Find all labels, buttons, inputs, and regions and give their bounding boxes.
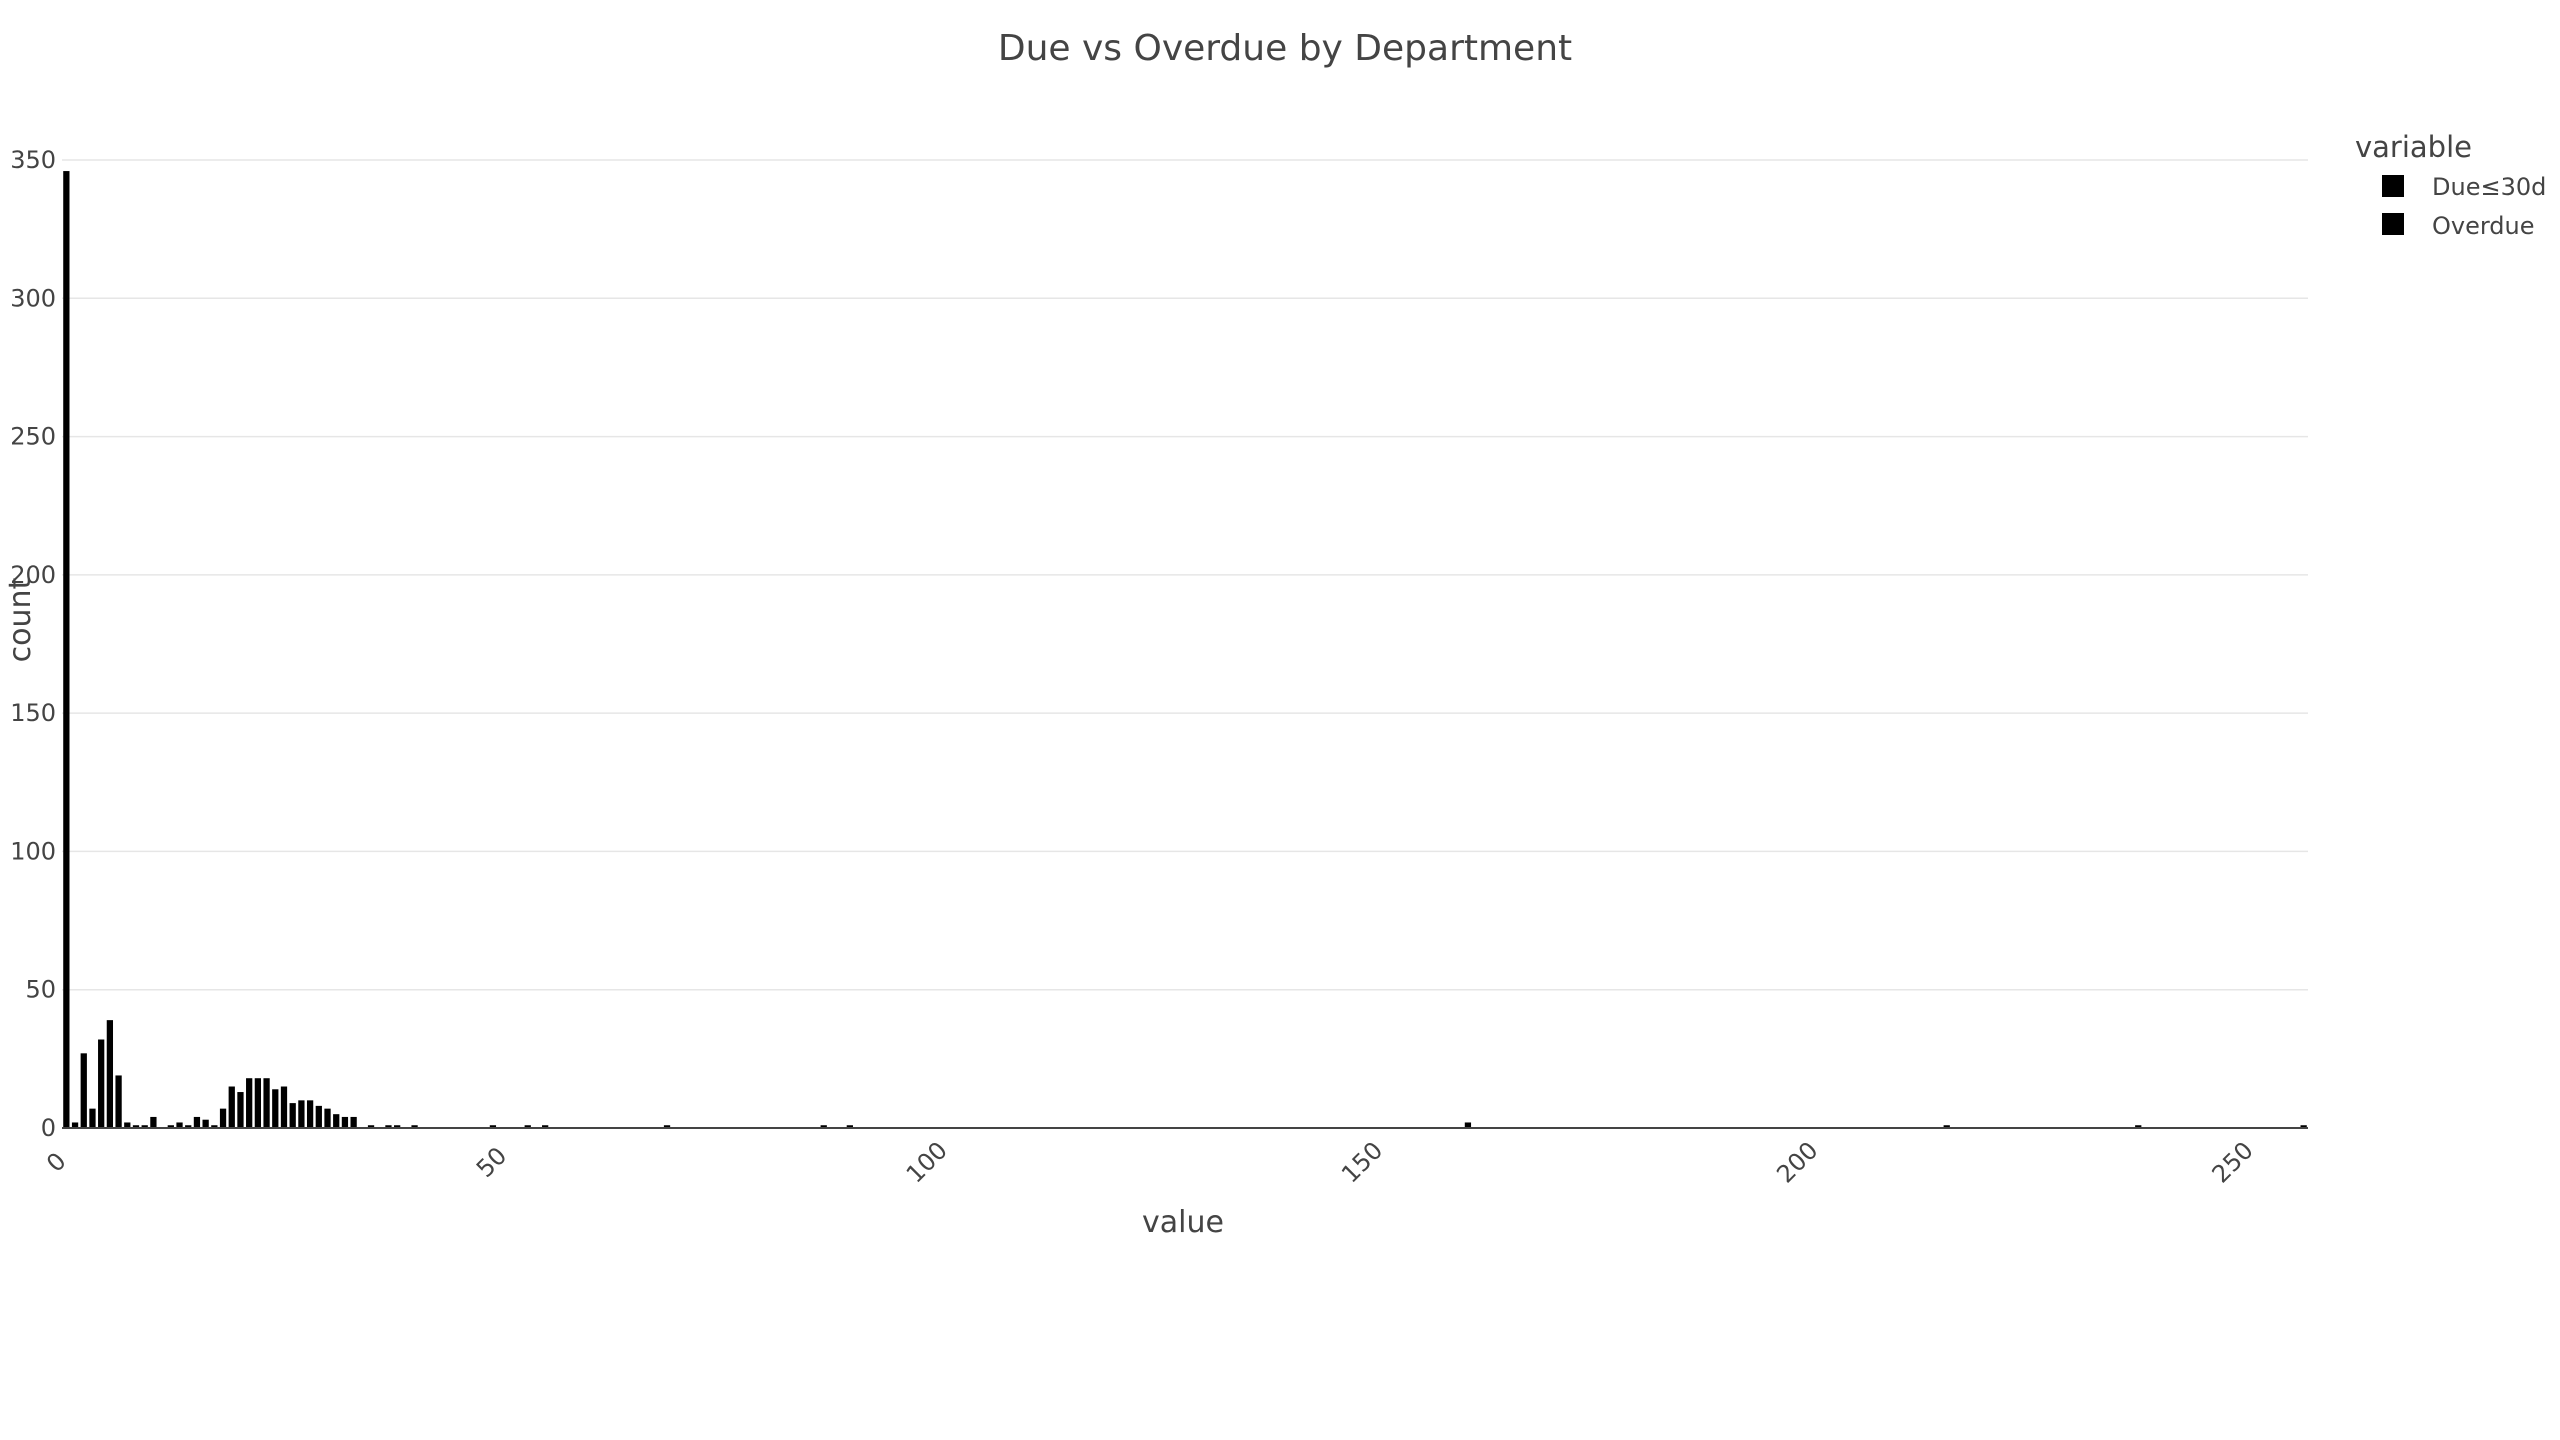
- bar-due-17: [211, 1125, 218, 1128]
- bar-due-5: [106, 1020, 114, 1128]
- bar-due-53: [524, 1125, 531, 1128]
- y-tick-label-250: 250: [10, 423, 56, 451]
- x-tick-label-200: 200: [1771, 1136, 1823, 1188]
- bar-due-15: [193, 1116, 201, 1128]
- bar-due-20: [237, 1092, 244, 1128]
- legend-item-overdue[interactable]: Overdue: [2382, 212, 2535, 240]
- x-tick-label-100: 100: [901, 1136, 953, 1188]
- bar-due-161: [1464, 1122, 1472, 1128]
- bar-due-0: [63, 171, 70, 1128]
- x-tick-label-250: 250: [2207, 1136, 2259, 1188]
- bar-due-257: [2300, 1125, 2307, 1128]
- bar-due-238: [2135, 1125, 2142, 1128]
- legend[interactable]: variable Due≤30d Overdue: [2355, 130, 2546, 240]
- x-axis-title: value: [1142, 1205, 1224, 1240]
- bar-due-37: [385, 1125, 392, 1128]
- y-tick-label-200: 200: [10, 561, 56, 589]
- bar-due-8: [132, 1125, 140, 1128]
- bar-due-31: [333, 1114, 340, 1128]
- bar-due-13: [176, 1122, 183, 1128]
- bar-due-2: [80, 1053, 87, 1128]
- bar-due-30: [324, 1108, 331, 1128]
- bar-due-23: [263, 1078, 270, 1128]
- bar-due-4: [98, 1039, 105, 1128]
- y-tick-label-50: 50: [25, 976, 56, 1004]
- x-tick-label-50: 50: [471, 1142, 512, 1183]
- chart-title: Due vs Overdue by Department: [998, 28, 1572, 69]
- bar-due-32: [341, 1116, 349, 1128]
- grid-lines: [62, 159, 2308, 991]
- bar-due-18: [219, 1108, 227, 1128]
- bar-due-21: [246, 1078, 253, 1128]
- bar-due-87: [820, 1125, 827, 1128]
- bar-due-33: [350, 1116, 357, 1128]
- legend-item-due[interactable]: Due≤30d: [2382, 173, 2546, 201]
- bar-due-10: [150, 1116, 157, 1128]
- bar-due-6: [115, 1075, 122, 1128]
- bar-due-26: [289, 1103, 296, 1128]
- axes: 0 50 100 150 200 250 300 350 0 50 100 150 200 250: [10, 146, 2308, 1188]
- y-tick-label-0: 0: [41, 1114, 56, 1142]
- legend-swatch-due: [2382, 175, 2404, 197]
- bar-due-29: [315, 1105, 322, 1128]
- x-tick-label-150: 150: [1336, 1136, 1388, 1188]
- bar-due-35: [367, 1125, 375, 1128]
- bar-due-9: [141, 1125, 148, 1128]
- bar-due-90: [846, 1125, 853, 1128]
- legend-label-due: Due≤30d: [2432, 173, 2546, 201]
- y-tick-label-300: 300: [10, 284, 56, 312]
- bar-due-1: [71, 1122, 79, 1128]
- bar-due-49: [489, 1125, 497, 1128]
- legend-title: variable: [2355, 130, 2472, 164]
- bar-due-69: [663, 1125, 671, 1128]
- y-tick-label-150: 150: [10, 699, 56, 727]
- bar-due-7: [124, 1122, 131, 1128]
- bar-due-14: [185, 1125, 192, 1128]
- bars: [63, 171, 2307, 1128]
- legend-label-overdue: Overdue: [2432, 212, 2535, 240]
- x-tick-label-0: 0: [41, 1147, 72, 1178]
- bar-due-27: [298, 1100, 305, 1128]
- legend-swatch-overdue: [2382, 213, 2404, 235]
- y-axis-title: count: [3, 577, 38, 662]
- bar-due-38: [394, 1125, 401, 1128]
- bar-due-28: [306, 1100, 314, 1128]
- bar-due-19: [228, 1086, 235, 1128]
- bar-due-25: [280, 1086, 288, 1128]
- bar-due-55: [542, 1125, 549, 1128]
- bar-due-3: [89, 1108, 96, 1128]
- y-tick-label-100: 100: [10, 837, 56, 865]
- bar-due-16: [202, 1119, 209, 1128]
- bar-due-40: [411, 1125, 418, 1128]
- y-tick-label-350: 350: [10, 146, 56, 174]
- bar-due-216: [1943, 1125, 1950, 1128]
- bar-due-22: [254, 1078, 262, 1128]
- bar-due-24: [272, 1089, 279, 1128]
- bar-due-12: [167, 1125, 174, 1128]
